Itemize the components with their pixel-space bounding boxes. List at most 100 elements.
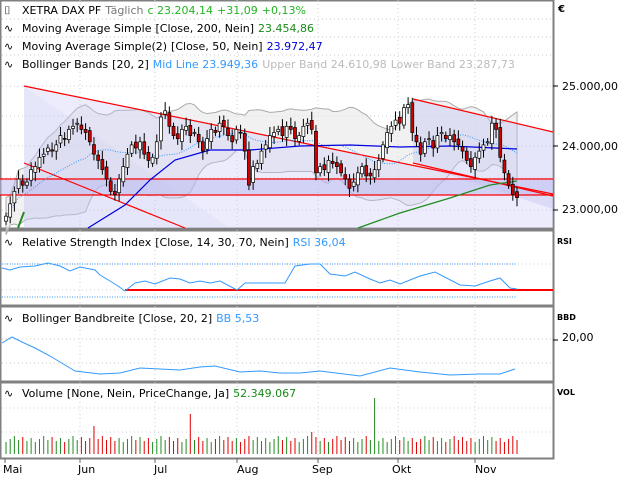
candle-body bbox=[414, 134, 419, 143]
candle-body bbox=[502, 159, 507, 174]
candle-body bbox=[268, 135, 272, 149]
month-label: Nov bbox=[475, 463, 497, 476]
wave-icon: ∿ bbox=[4, 387, 14, 400]
ma50-legend[interactable]: ∿ Moving Average Simple(2) [Close, 50, Nei… bbox=[4, 40, 323, 53]
candle-body bbox=[113, 191, 117, 195]
candle-body bbox=[435, 135, 440, 149]
candle-body bbox=[29, 169, 33, 181]
wave-icon: ∿ bbox=[4, 236, 14, 249]
candle-body bbox=[364, 165, 369, 177]
candle-body bbox=[301, 125, 306, 137]
candle-body bbox=[71, 125, 75, 129]
candle-body bbox=[217, 122, 222, 132]
candle-body bbox=[87, 130, 92, 143]
candle-body bbox=[79, 124, 84, 130]
bollinger-legend[interactable]: ∿ Bollinger Bands [20, 2] Mid Line 23.949,3… bbox=[4, 58, 515, 71]
candle-body bbox=[427, 138, 431, 141]
bbw-tick: 20,00 bbox=[562, 331, 594, 344]
candle-body bbox=[448, 135, 452, 140]
candle-body bbox=[477, 150, 482, 159]
panel-frame bbox=[0, 305, 555, 383]
candle-body bbox=[117, 178, 121, 193]
price-tick: 25.000,00 bbox=[562, 80, 618, 93]
candle-body bbox=[196, 134, 201, 143]
price-tick: 23.000,00 bbox=[562, 203, 618, 216]
candle-body bbox=[423, 141, 427, 154]
rsi-axis-label: RSI bbox=[557, 237, 572, 246]
candle-body bbox=[180, 129, 184, 142]
candle-body bbox=[272, 132, 276, 137]
candle-body bbox=[133, 141, 138, 149]
candle-body bbox=[4, 215, 8, 222]
candle-body bbox=[263, 144, 268, 150]
candle-body bbox=[460, 146, 465, 152]
month-label: Jul bbox=[154, 463, 168, 476]
candle-body bbox=[490, 122, 494, 145]
candle-body bbox=[284, 125, 289, 138]
candle-body bbox=[146, 151, 151, 161]
candle-body bbox=[54, 144, 59, 152]
candle-body bbox=[343, 174, 348, 180]
candle-body bbox=[351, 181, 356, 187]
candle-body bbox=[335, 162, 339, 167]
vol-axis-label: VOL bbox=[557, 388, 575, 397]
candle-body bbox=[431, 140, 436, 149]
candle-body bbox=[167, 112, 172, 127]
candle-body bbox=[154, 141, 159, 159]
candle-body bbox=[20, 180, 25, 186]
candle-body bbox=[347, 178, 352, 189]
candle-body bbox=[163, 110, 168, 115]
rsi-line bbox=[1, 262, 518, 292]
candle-body bbox=[230, 135, 235, 143]
bbw-line bbox=[1, 336, 516, 377]
candle-body bbox=[368, 172, 373, 177]
bbw-axis-label: BBD bbox=[557, 313, 576, 322]
month-label: Okt bbox=[392, 463, 412, 476]
trendline bbox=[412, 98, 554, 133]
candle-body bbox=[121, 166, 126, 183]
candle-body bbox=[473, 156, 477, 170]
wave-icon: ∿ bbox=[4, 58, 14, 71]
candle-body bbox=[288, 125, 293, 130]
candle-body bbox=[393, 119, 398, 126]
candle-body bbox=[159, 116, 163, 142]
ma200-line bbox=[17, 211, 25, 229]
candle-body bbox=[372, 169, 377, 179]
wave-icon: ∿ bbox=[4, 312, 14, 325]
volume-legend[interactable]: ∿ Volume [None, Nein, PriceChange, Ja] 52.3… bbox=[4, 387, 297, 400]
candle-body bbox=[297, 135, 302, 142]
candle-body bbox=[339, 163, 343, 174]
candle-body bbox=[142, 141, 147, 155]
candle-body bbox=[360, 166, 364, 175]
bbw-legend[interactable]: ∿ Bollinger Bandbreite [Close, 20, 2] BB 5,… bbox=[4, 312, 260, 325]
candle-body bbox=[238, 131, 243, 134]
price-tick: 24.000,00 bbox=[562, 140, 618, 153]
ma200-legend[interactable]: ∿ Moving Average Simple [Close, 200, Nein]… bbox=[4, 22, 315, 35]
candle-body bbox=[326, 160, 331, 173]
month-label: Mai bbox=[3, 463, 23, 476]
candle-body bbox=[385, 132, 390, 149]
candle-body bbox=[410, 102, 415, 133]
candle-body bbox=[242, 133, 247, 152]
candle-body bbox=[16, 178, 21, 189]
candle-body bbox=[456, 138, 461, 146]
bollinger-midline bbox=[5, 131, 518, 217]
candle-body bbox=[439, 132, 444, 135]
candle-body bbox=[276, 129, 281, 132]
rsi-legend[interactable]: ∿ Relative Strength Index [Close, 14, 30, … bbox=[4, 236, 346, 249]
candle-body bbox=[221, 120, 226, 127]
candle-body bbox=[402, 107, 406, 126]
candle-body bbox=[314, 130, 318, 174]
candle-body bbox=[443, 134, 448, 140]
candle-body bbox=[305, 122, 310, 126]
candle-body bbox=[330, 160, 335, 164]
candle-body bbox=[355, 172, 360, 186]
candle-body bbox=[234, 129, 239, 141]
candle-body bbox=[12, 191, 17, 204]
candle-body bbox=[83, 129, 88, 133]
price-legend: ⌷ XETRA DAX PF Täglich c 23.204,14 +31,09 +0,… bbox=[4, 4, 306, 17]
candle-body bbox=[515, 191, 519, 198]
candle-body bbox=[205, 138, 209, 150]
candle-body bbox=[175, 133, 180, 140]
